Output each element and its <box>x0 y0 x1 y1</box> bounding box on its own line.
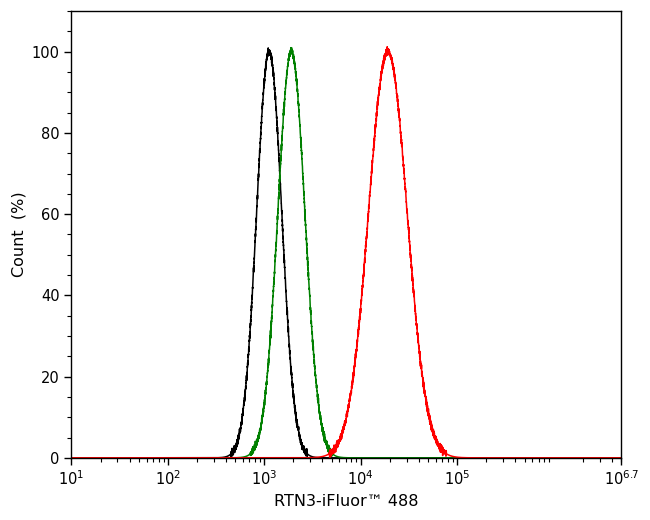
Y-axis label: Count  (%): Count (%) <box>11 192 26 277</box>
X-axis label: RTN3-iFluor™ 488: RTN3-iFluor™ 488 <box>274 494 419 509</box>
